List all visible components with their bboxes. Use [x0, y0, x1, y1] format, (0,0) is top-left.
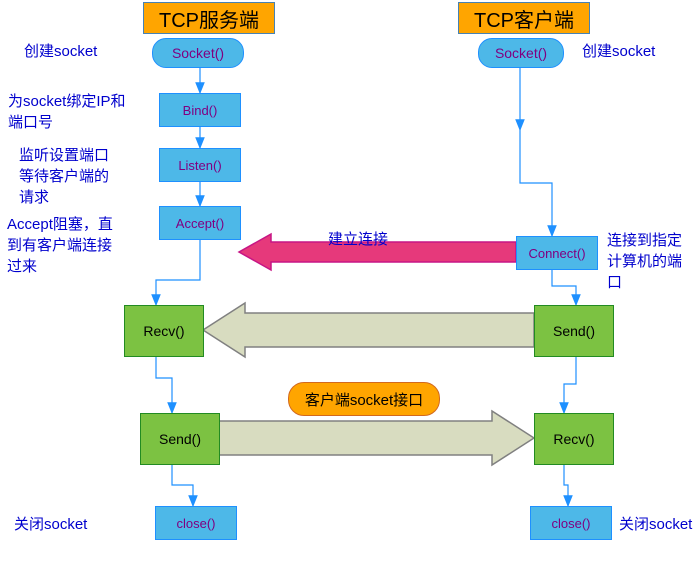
thin-arrow: [564, 355, 576, 413]
label-close-right: 关闭socket: [619, 513, 692, 534]
server-recv: Recv(): [124, 305, 204, 357]
client-header: TCP客户端: [458, 2, 590, 34]
arrow-send-to-recv: [203, 303, 534, 357]
label-establish: 建立连接: [328, 228, 388, 249]
arrow-send-to-recv2: [218, 411, 534, 465]
server-listen: Listen(): [159, 148, 241, 182]
client-socket: Socket(): [478, 38, 564, 68]
server-socket: Socket(): [152, 38, 244, 68]
thin-arrow: [172, 463, 193, 506]
arrows-layer: [0, 0, 700, 563]
diagram-canvas: TCP服务端 TCP客户端 Socket() Bind() Listen() Accept…: [0, 0, 700, 563]
client-connect: Connect(): [516, 236, 598, 270]
client-recv: Recv(): [534, 413, 614, 465]
label-close-left: 关闭socket: [14, 513, 87, 534]
server-accept: Accept(): [159, 206, 241, 240]
server-send: Send(): [140, 413, 220, 465]
label-accept: Accept阻塞，直 到有客户端连接 过来: [7, 213, 113, 276]
server-header: TCP服务端: [143, 2, 275, 34]
server-bind: Bind(): [159, 93, 241, 127]
thin-arrow: [156, 238, 200, 305]
thin-arrow: [520, 130, 552, 236]
client-api-pill: 客户端socket接口: [288, 382, 440, 416]
thin-arrow: [552, 268, 576, 305]
client-send: Send(): [534, 305, 614, 357]
label-connect: 连接到指定 计算机的端 口: [607, 229, 682, 292]
thin-arrow: [156, 355, 172, 413]
server-close: close(): [155, 506, 237, 540]
client-close: close(): [530, 506, 612, 540]
label-create-socket-left: 创建socket: [24, 40, 97, 61]
label-bind: 为socket绑定IP和 端口号: [8, 90, 126, 132]
label-create-socket-right: 创建socket: [582, 40, 655, 61]
thin-arrow: [564, 463, 568, 506]
label-listen: 监听设置端口 等待客户端的 请求: [19, 144, 109, 207]
